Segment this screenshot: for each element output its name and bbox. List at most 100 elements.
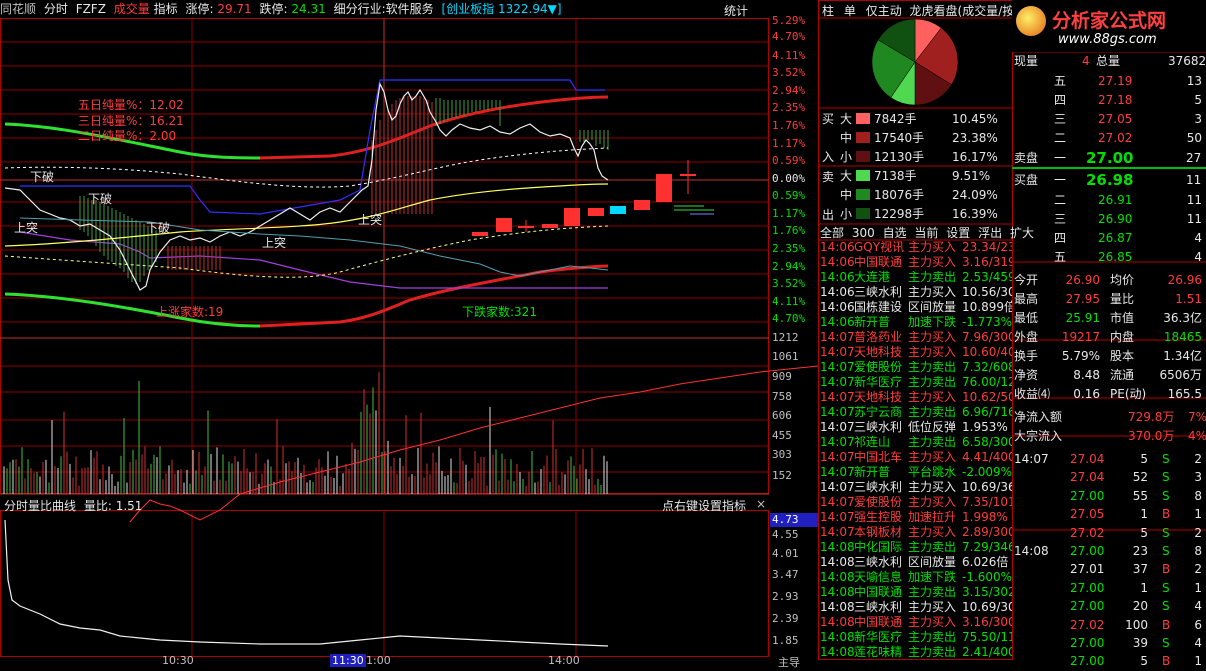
- list-stock: 国栋建设: [854, 300, 903, 314]
- volume-tick: 303: [772, 448, 792, 461]
- subpanel-title: 分时量比曲线 量比: 1.51: [4, 497, 142, 514]
- tab-watchlist[interactable]: 自选: [882, 226, 907, 240]
- stat-value: 19217: [1061, 330, 1100, 344]
- tick-list[interactable]: 14:07 27.04 5 S 2 27.04 52 S 3 27.00 55 …: [1012, 450, 1206, 671]
- tab-single[interactable]: 单: [843, 4, 856, 18]
- radar-list[interactable]: 14:06 GQY视讯 主力买入 23.34/23 14:06 中国联通 主力买入…: [818, 240, 1012, 660]
- flow-pct: 16.17%: [952, 150, 998, 164]
- list-item[interactable]: 14:07 天地科技 主力买入 10.62/50: [818, 390, 1012, 405]
- buy-level-row[interactable]: 二 26.91 11: [1012, 191, 1206, 210]
- cyan-line: [19, 217, 609, 277]
- list-item[interactable]: 14:07 普洛药业 主力买入 7.96/300: [818, 330, 1012, 345]
- list-item[interactable]: 14:08 天喻信息 加速下跌 -1.600%: [818, 570, 1012, 585]
- list-item[interactable]: 14:08 三峡水利 主力买入 10.69/30: [818, 600, 1012, 615]
- stat-label: 换手: [1014, 349, 1039, 363]
- level-index: 二: [1054, 193, 1067, 207]
- tab-active-only[interactable]: 仅主动: [865, 4, 902, 18]
- sell-level-row[interactable]: 五 27.19 13: [1012, 72, 1206, 91]
- indicator-toggle[interactable]: 指标: [153, 2, 178, 16]
- list-item[interactable]: 14:08 莲花味精 主力卖出 2.41/400: [818, 645, 1012, 660]
- tab-300[interactable]: 300: [851, 226, 875, 240]
- list-item[interactable]: 14:06 GQY视讯 主力买入 23.34/23: [818, 240, 1012, 255]
- list-time: 14:07: [820, 525, 855, 539]
- list-item[interactable]: 14:07 三峡水利 主力买入 10.69/36: [818, 480, 1012, 495]
- list-item[interactable]: 14:07 天地科技 主力买入 10.60/40: [818, 345, 1012, 360]
- industry-label[interactable]: 细分行业:软件服务: [333, 2, 434, 16]
- sell1-price[interactable]: 27.00: [1086, 149, 1134, 167]
- volume-tick: 152: [772, 469, 792, 482]
- level-index: 四: [1054, 93, 1067, 107]
- list-stock: 爱使股份: [854, 495, 903, 509]
- buy1-level: 一: [1054, 173, 1067, 187]
- list-item[interactable]: 14:06 中国联通 主力买入 3.16/319: [818, 255, 1012, 270]
- list-item[interactable]: 14:07 新华医疗 主力卖出 76.00/12: [818, 375, 1012, 390]
- tab-expand[interactable]: 扩大: [1009, 226, 1034, 240]
- list-item[interactable]: 14:08 中国联通 主力卖出 3.15/302: [818, 585, 1012, 600]
- list-item[interactable]: 14:07 三峡水利 低位反弹 1.953%: [818, 420, 1012, 435]
- level-index: 三: [1054, 212, 1067, 226]
- level-price: 26.87: [1098, 231, 1133, 245]
- buy1-price[interactable]: 26.98: [1086, 171, 1134, 189]
- flow-swatch: [856, 151, 870, 162]
- tick-price: 27.00: [1070, 635, 1105, 650]
- buy-level-row[interactable]: 四 26.87 4: [1012, 229, 1206, 248]
- list-value: -1.600%: [962, 570, 1012, 584]
- quote-volume-row: 现量 4 总量 37682: [1012, 52, 1206, 72]
- pct-down-tick: 2.94%: [772, 260, 806, 273]
- stat-row: 今开 26.90 均价 26.96: [1012, 271, 1206, 290]
- sell-level-row[interactable]: 三 27.05 3: [1012, 110, 1206, 129]
- tab-bar[interactable]: 柱: [822, 4, 835, 18]
- upper-band-red: [259, 95, 609, 160]
- list-item[interactable]: 14:07 新开普 平台跳水 -2.009%: [818, 465, 1012, 480]
- list-item[interactable]: 14:07 苏宁云商 主力卖出 6.96/716: [818, 405, 1012, 420]
- list-item[interactable]: 14:06 大连港 主力卖出 2.53/459: [818, 270, 1012, 285]
- tick-price: 27.00: [1070, 654, 1105, 669]
- sell-level-row[interactable]: 二 27.02 50: [1012, 129, 1206, 148]
- pie-slice: [871, 39, 916, 98]
- list-stock: 中化国际: [854, 540, 903, 554]
- mode-label[interactable]: 分时: [43, 2, 68, 16]
- buy-level-row[interactable]: 五 26.85 4: [1012, 248, 1206, 267]
- list-item[interactable]: 14:07 祁连山 主力卖出 6.58/300: [818, 435, 1012, 450]
- tick-count: 3: [1194, 470, 1202, 485]
- list-item[interactable]: 14:06 新开普 加速下跌 -1.773%: [818, 315, 1012, 330]
- tick-count: 2: [1194, 562, 1202, 577]
- tab-current[interactable]: 当前: [914, 226, 939, 240]
- net-inflow-row: 净流入额 729.8万 7%: [1012, 408, 1206, 427]
- sell-level-row[interactable]: 四 27.18 5: [1012, 91, 1206, 110]
- volume-toggle[interactable]: 成交量: [113, 2, 150, 16]
- tick-volume: 5: [1140, 654, 1148, 669]
- subpanel-hint[interactable]: 点右键设置指标: [662, 499, 747, 513]
- list-item[interactable]: 14:07 中国北车 主力买入 4.41/400: [818, 450, 1012, 465]
- tick-direction: B: [1162, 562, 1171, 577]
- list-item[interactable]: 14:06 三峡水利 主力买入 10.56/30: [818, 285, 1012, 300]
- list-item[interactable]: 14:07 本钢板材 主力买入 2.89/300: [818, 525, 1012, 540]
- list-item[interactable]: 14:07 爱使股份 主力卖出 7.32/608: [818, 360, 1012, 375]
- tab-all[interactable]: 全部: [820, 226, 845, 240]
- tab-float[interactable]: 浮出: [978, 226, 1003, 240]
- list-item[interactable]: 14:07 强生控股 加速拉升 1.998%: [818, 510, 1012, 525]
- tab-longhu[interactable]: 龙虎看盘(成交量/按): [909, 4, 1019, 18]
- list-item[interactable]: 14:08 新华医疗 主力卖出 75.50/11: [818, 630, 1012, 645]
- chart-canvas[interactable]: [0, 0, 820, 660]
- buy-level-row[interactable]: 三 26.90 11: [1012, 210, 1206, 229]
- stats-button[interactable]: 统计: [724, 4, 749, 18]
- list-item[interactable]: 14:08 中国联通 主力买入 3.16/300: [818, 615, 1012, 630]
- list-item[interactable]: 14:06 国栋建设 区间放量 10.899倍: [818, 300, 1012, 315]
- tick-row: 27.00 5 B 1: [1012, 652, 1206, 670]
- tick-count: 1: [1194, 654, 1202, 669]
- index-label[interactable]: [创业板指: [441, 2, 495, 16]
- tab-settings[interactable]: 设置: [946, 226, 971, 240]
- tick-price: 27.05: [1070, 507, 1105, 522]
- subpanel-name: 分时量比曲线: [4, 499, 77, 513]
- stat-row: 最高 27.95 量比 1.51: [1012, 290, 1206, 309]
- intraday-chart-panel[interactable]: 同花顺 分时 FZFZ 成交量 指标 涨停: 29.71 跌停: 24.31 细…: [0, 0, 820, 669]
- list-time: 14:06: [820, 285, 855, 299]
- list-item[interactable]: 14:08 中化国际 主力卖出 7.29/346: [818, 540, 1012, 555]
- list-item[interactable]: 14:08 三峡水利 区间放量 6.026倍: [818, 555, 1012, 570]
- subpanel-close-icon[interactable]: ×: [756, 497, 767, 511]
- list-item[interactable]: 14:07 爱使股份 主力买入 7.35/101: [818, 495, 1012, 510]
- volume-tick: 1061: [772, 350, 799, 363]
- ratio-tick: 4.55: [772, 528, 799, 541]
- list-value: 3.16/319: [962, 255, 1012, 269]
